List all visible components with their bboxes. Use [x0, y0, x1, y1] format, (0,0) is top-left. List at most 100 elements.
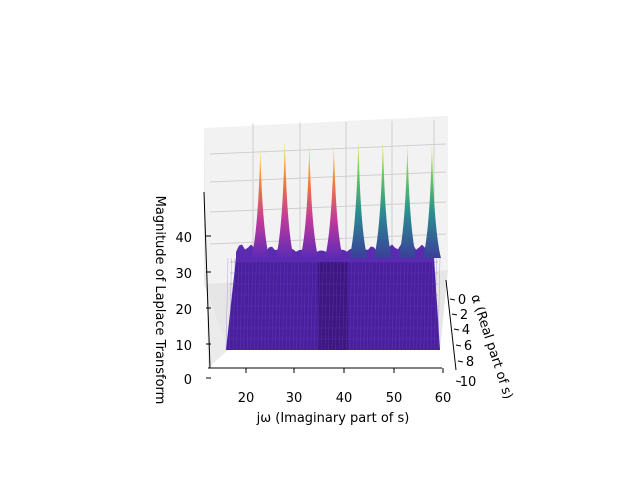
- mesh-line: [370, 257, 374, 351]
- mesh-line: [300, 257, 303, 351]
- mesh-line: [268, 257, 271, 351]
- mesh-line: [236, 257, 239, 351]
- surface: [225, 244, 441, 351]
- mesh-line: [232, 257, 236, 351]
- peak-7: [398, 144, 417, 258]
- y-tick-mark: [455, 380, 462, 383]
- mesh-line: [338, 257, 342, 351]
- x-tick-label: 40: [336, 391, 353, 406]
- y-tick-mark: [451, 313, 458, 316]
- peak-1: [251, 148, 270, 258]
- mesh-line: [409, 257, 412, 351]
- mesh-line: [406, 257, 409, 351]
- mesh-line: [303, 257, 306, 351]
- mesh-line: [257, 257, 260, 351]
- mesh-line: [324, 257, 328, 351]
- z-tick-label: 40: [175, 231, 192, 246]
- x-axis-label: jω (Imaginary part of s): [256, 411, 410, 426]
- mesh-line: [296, 257, 299, 351]
- z-axis-label: Magnitude of Laplace Transform: [152, 196, 167, 405]
- mesh-line: [292, 257, 296, 351]
- mesh-line: [345, 257, 349, 351]
- peak-5: [349, 140, 368, 258]
- mesh-line: [377, 257, 381, 351]
- mesh-line: [423, 257, 427, 351]
- mesh-line: [310, 257, 313, 351]
- mesh-line: [395, 257, 398, 351]
- mesh-line: [289, 257, 292, 351]
- mesh-line: [250, 257, 253, 351]
- mesh-line: [342, 257, 345, 351]
- z-tick-label: 30: [175, 267, 192, 282]
- mesh-line: [420, 257, 423, 351]
- mesh-line: [275, 257, 278, 351]
- mesh-line: [413, 257, 416, 351]
- peak-3: [300, 144, 319, 258]
- z-tick-label: 20: [175, 303, 192, 318]
- mesh-line: [254, 257, 257, 351]
- z-tick-label: 0: [184, 373, 192, 388]
- mesh-line: [307, 257, 310, 351]
- peak-series: [251, 140, 441, 258]
- mesh-line: [356, 257, 359, 351]
- mesh-line: [374, 257, 377, 351]
- mesh-line: [225, 257, 229, 351]
- x-tick-label: 60: [435, 391, 452, 406]
- x-tick-label: 50: [386, 391, 403, 406]
- y-tick-label: 6: [464, 339, 472, 354]
- mesh-line: [247, 257, 250, 351]
- z-tick-label: 10: [175, 339, 192, 354]
- mesh-line: [391, 257, 395, 351]
- x-tick-label: 20: [238, 391, 255, 406]
- mesh-line: [278, 257, 282, 351]
- y-tick-mark: [457, 360, 464, 363]
- mesh-line: [317, 257, 321, 351]
- z-axis-line: [203, 191, 211, 369]
- mesh-line: [360, 257, 363, 351]
- mesh-line: [349, 257, 352, 351]
- mesh-line: [430, 257, 434, 351]
- y-tick-mark: [449, 298, 456, 301]
- x-tick-label: 30: [286, 391, 303, 406]
- mesh-line: [328, 257, 331, 351]
- y-tick-label: 10: [460, 375, 477, 390]
- mesh-line: [402, 257, 405, 351]
- mesh-line: [285, 257, 289, 351]
- peak-8: [422, 144, 441, 258]
- mesh-line: [264, 257, 268, 351]
- mesh-line: [239, 257, 243, 351]
- y-tick-mark: [453, 328, 460, 331]
- y-tick-label: 2: [460, 308, 468, 323]
- y-tick-label: 4: [462, 323, 470, 338]
- y-axis-line: [445, 279, 457, 371]
- mesh-line: [282, 257, 285, 351]
- mesh-line: [416, 257, 419, 351]
- grid-line-horizontal: [209, 143, 447, 155]
- mesh-line: [363, 257, 366, 351]
- mesh-line: [427, 257, 430, 351]
- y-tick-label: 8: [466, 355, 474, 370]
- mesh-line: [384, 257, 388, 351]
- y-tick-label: 0: [458, 293, 466, 308]
- mesh-line: [381, 257, 384, 351]
- peak-4: [324, 144, 343, 258]
- mesh-line: [398, 257, 402, 351]
- mesh-line: [335, 257, 338, 351]
- x-ticks: 20 30 40 50 60: [238, 368, 452, 406]
- mesh-line: [367, 257, 370, 351]
- mesh-line: [353, 257, 356, 351]
- mesh-line: [331, 257, 335, 351]
- mesh-line: [437, 257, 441, 351]
- mesh-line: [314, 257, 317, 351]
- mesh-line: [261, 257, 264, 351]
- peak-2: [275, 140, 294, 258]
- z-ticks: 0 10 20 30 40: [175, 231, 211, 388]
- mesh-line: [321, 257, 324, 351]
- mesh-line: [434, 257, 437, 351]
- mesh-line: [229, 257, 232, 351]
- mesh-line: [388, 257, 391, 351]
- peak-6: [373, 140, 392, 258]
- mesh-line: [271, 257, 275, 351]
